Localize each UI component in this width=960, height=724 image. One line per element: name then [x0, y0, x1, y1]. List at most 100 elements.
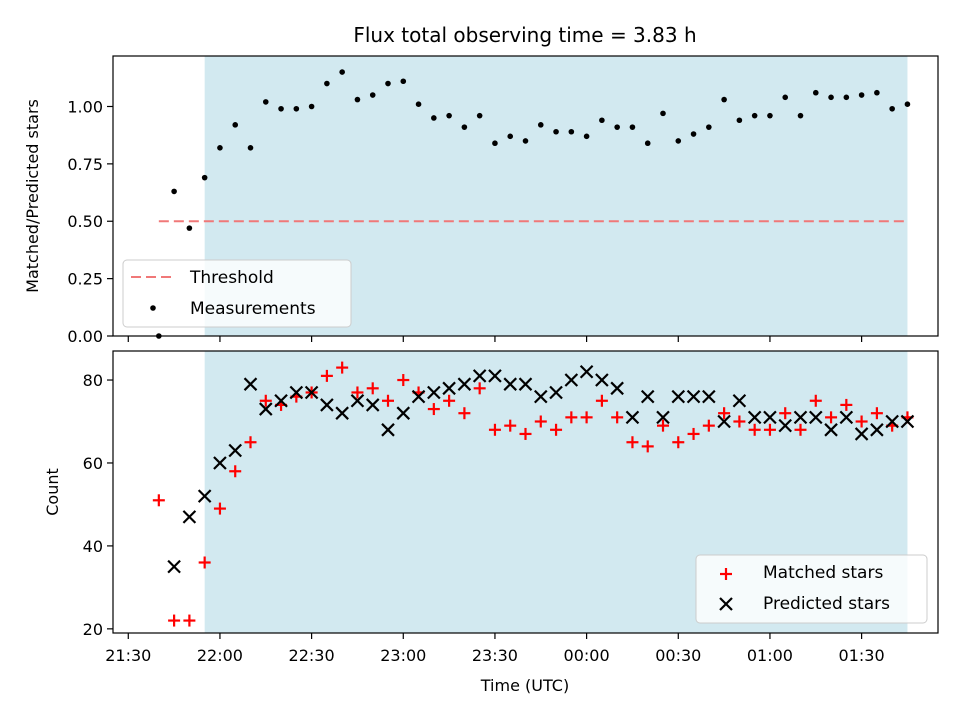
measurement-point: [751, 112, 758, 119]
matched-star-point: [870, 407, 883, 420]
measurement-point: [247, 145, 254, 151]
bottom-y-tick-label: 60: [83, 454, 103, 473]
predicted-star-point: [381, 423, 395, 437]
matched-star-point: [718, 407, 731, 420]
matched-star-point: [183, 614, 196, 627]
matched-star-point: [855, 415, 868, 428]
chart-title: Flux total observing time = 3.83 h: [353, 23, 696, 47]
x-tick-label: 00:30: [655, 646, 701, 665]
legend-measurements-label: Measurements: [190, 299, 316, 319]
predicted-star-point: [717, 414, 731, 429]
matched-star-point: [611, 411, 624, 424]
predicted-star-point: [472, 369, 487, 383]
measurement-point: [736, 117, 743, 124]
x-tick-label: 22:30: [289, 646, 335, 665]
matched-star-point: [580, 411, 593, 424]
predicted-star-point: [258, 402, 273, 416]
predicted-star-point: [793, 410, 808, 425]
top-panel: 0.00 0.25 0.50 0.75 1.00 Matched/Predicted s…: [23, 55, 939, 346]
measurement-point: [507, 133, 514, 140]
predicted-star-point: [533, 389, 548, 404]
matched-star-point: [244, 436, 257, 449]
measurement-point: [721, 96, 727, 103]
matched-star-point: [351, 386, 364, 399]
matched-star-point: [427, 403, 440, 416]
top-y-tick-label: 1.00: [67, 97, 103, 116]
measurement-point: [812, 89, 819, 96]
predicted-star-point: [320, 398, 334, 412]
matched-star-point: [550, 423, 563, 436]
matched-star-point: [443, 394, 456, 407]
x-tick-label: 21:30: [105, 646, 151, 665]
matched-star-point: [336, 361, 349, 374]
matched-star-point: [702, 419, 715, 432]
predicted-star-point: [335, 406, 349, 420]
measurement-point: [583, 133, 590, 140]
matched-star-point: [259, 394, 272, 407]
predicted-star-point: [213, 456, 227, 470]
predicted-star-point: [427, 385, 441, 400]
predicted-star-point: [488, 369, 502, 383]
legend-threshold-label: Threshold: [189, 268, 274, 288]
predicted-star-point: [778, 418, 793, 433]
measurement-point: [446, 112, 452, 119]
predicted-star-point: [595, 373, 609, 387]
measurement-point: [767, 112, 773, 119]
measurement-point: [171, 188, 177, 195]
measurement-point: [614, 124, 620, 130]
predicted-star-point: [442, 381, 456, 396]
measurement-point: [675, 138, 682, 144]
measurement-point: [522, 138, 529, 144]
predicted-star-point: [457, 377, 472, 391]
measurement-point: [492, 140, 498, 147]
legend-matched-label: Matched stars: [763, 563, 883, 583]
measurement-point: [400, 78, 407, 85]
legend-predicted-swatch: [719, 597, 733, 611]
matched-star-point: [382, 394, 394, 407]
measurement-point: [782, 94, 789, 101]
measurement-point: [476, 112, 483, 119]
predicted-star-point: [808, 410, 823, 425]
matched-star-point: [458, 407, 471, 420]
bottom-panel: 20 40 60 80 21:30 22:00 22:30 23:00 23:30 00:00 0…: [43, 350, 939, 695]
matched-star-point: [763, 423, 776, 436]
measurement-point: [461, 124, 468, 130]
matched-star-point: [320, 369, 333, 382]
predicted-star-point: [579, 364, 594, 379]
matched-star-point: [213, 502, 226, 515]
top-y-axis-label: Matched/Predicted stars: [23, 99, 42, 293]
predicted-star-point: [671, 389, 686, 404]
measurement-point: [262, 99, 269, 105]
measurement-point: [904, 101, 911, 107]
measurement-point: [797, 112, 804, 119]
top-y-tick-label: 0.00: [67, 327, 103, 346]
x-tick-label: 23:00: [380, 646, 426, 665]
matched-star-point: [168, 614, 181, 627]
matched-star-point: [641, 440, 654, 453]
bottom-legend: Matched stars Predicted stars: [695, 554, 928, 624]
measurement-point: [874, 89, 880, 96]
matched-star-point: [397, 374, 410, 387]
measurement-point: [217, 145, 223, 151]
predicted-star-point: [839, 410, 854, 425]
predicted-star-point: [656, 410, 670, 425]
predicted-star-point: [518, 377, 533, 391]
measurement-point: [293, 105, 300, 112]
predicted-star-point: [610, 381, 624, 396]
measurement-point: [537, 122, 544, 128]
bottom-y-tick-label: 20: [83, 620, 103, 639]
matched-star-point: [565, 411, 578, 424]
predicted-star-point: [503, 377, 518, 391]
predicted-star-point: [411, 389, 426, 404]
predicted-star-point: [228, 443, 243, 458]
measurement-point: [385, 80, 391, 87]
predicted-star-point: [870, 423, 884, 437]
legend-measurements-swatch: [150, 305, 156, 311]
legend-predicted-label: Predicted stars: [763, 594, 890, 614]
measurement-point: [324, 80, 330, 87]
predicted-star-point: [182, 510, 197, 524]
predicted-star-point: [350, 393, 365, 408]
predicted-star-point: [289, 385, 304, 400]
matched-star-point: [595, 394, 608, 407]
